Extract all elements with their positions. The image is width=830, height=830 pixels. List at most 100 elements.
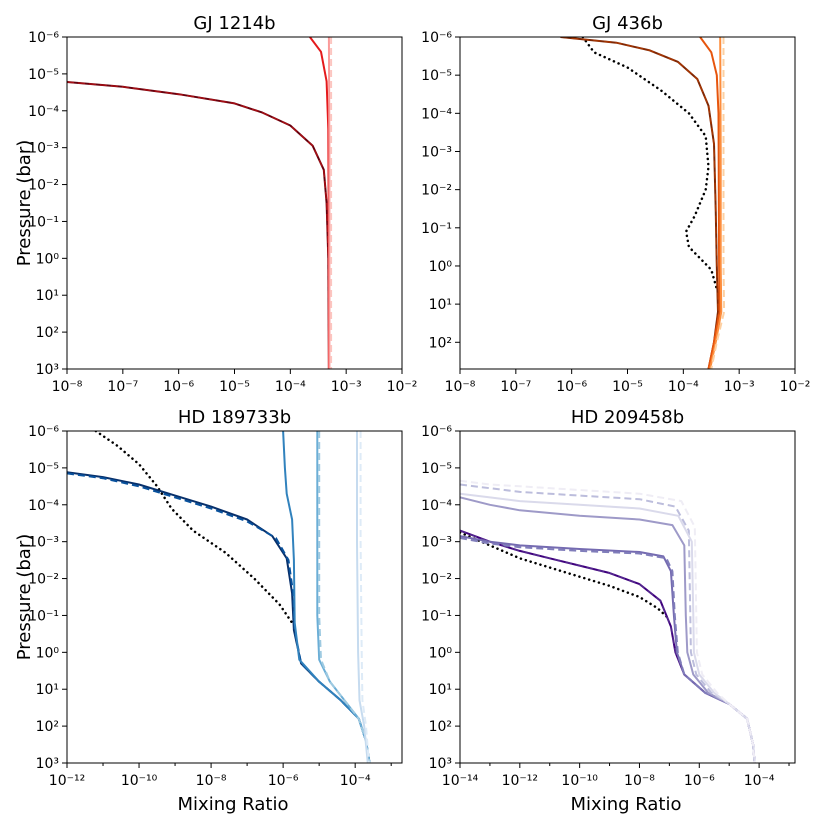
x-tick-label: 10⁻¹⁰	[561, 773, 598, 789]
y-tick-label: 10⁻³	[28, 141, 59, 157]
x-tick-label: 10⁻⁵	[219, 379, 250, 395]
y-tick-label: 10¹	[429, 682, 452, 698]
y-tick-label: 10⁻²	[28, 178, 59, 194]
y-tick-label: 10¹	[36, 682, 59, 698]
x-tick-label: 10⁻⁴	[340, 773, 371, 789]
series-group	[67, 37, 333, 369]
x-tick-label: 10⁻⁸	[624, 773, 655, 789]
y-tick-label: 10⁰	[429, 259, 453, 275]
y-tick-label: 10⁻¹	[28, 608, 59, 624]
y-tick-label: 10²	[36, 719, 59, 735]
x-tick-label: 10⁻⁷	[107, 379, 138, 395]
x-tick-label: 10⁻⁸	[52, 379, 83, 395]
series-line-7	[460, 483, 756, 763]
series-line-1	[581, 37, 719, 291]
panel-title: HD 209458b	[571, 407, 684, 428]
y-tick-label: 10⁻²	[421, 183, 452, 199]
y-tick-label: 10⁻¹	[28, 214, 59, 230]
axes-frame	[459, 430, 796, 764]
series-line-4	[699, 37, 721, 369]
x-tick-label: 10⁻⁴	[275, 379, 306, 395]
x-axis-label-left: Mixing Ratio	[178, 794, 289, 815]
series-line-4	[327, 37, 331, 369]
series-group	[67, 431, 371, 763]
y-tick-label: 10⁻⁴	[28, 498, 59, 514]
panel-title: HD 189733b	[178, 407, 291, 428]
y-tick-label: 10²	[429, 335, 452, 351]
y-tick-label: 10⁻⁶	[421, 424, 452, 440]
x-tick-label: 10⁻⁵	[612, 379, 643, 395]
y-tick-label: 10⁰	[36, 251, 60, 267]
x-tick-label: 10⁻¹²	[49, 773, 85, 789]
y-tick-label: 10⁰	[429, 645, 453, 661]
panel-hd-209458b: 10⁻¹⁴ 10⁻¹² 10⁻¹⁰ 10⁻⁸ 10⁻⁶ 10⁻⁴ 10⁻⁶ 10⁻⁵ 10⁻⁴ 1…	[421, 407, 796, 789]
series-group	[460, 479, 756, 763]
x-tick-label: 10⁻²	[387, 379, 418, 395]
y-tick-label: 10⁻⁵	[421, 461, 452, 477]
series-line-3	[460, 529, 756, 763]
series-line-2	[67, 81, 330, 369]
y-tick-label: 10²	[429, 719, 452, 735]
axes-frame	[459, 36, 796, 370]
y-tick-label: 10⁻⁵	[28, 67, 59, 83]
series-line-8	[460, 492, 756, 763]
x-tick-label: 10⁻³	[724, 379, 755, 395]
panel-gj-436b: 10⁻⁸ 10⁻⁷ 10⁻⁶ 10⁻⁵ 10⁻⁴ 10⁻³ 10⁻² 10⁻⁶ 10⁻⁵ 10⁻⁴…	[421, 13, 810, 395]
axes-frame	[66, 430, 403, 764]
y-tick-label: 10⁰	[36, 645, 60, 661]
x-tick-label: 10⁻⁶	[684, 773, 715, 789]
series-line-4	[460, 535, 756, 763]
y-axis-label-bottom: Pressure (bar)	[14, 534, 35, 660]
y-tick-label: 10¹	[429, 297, 452, 313]
y-tick-label: 10³	[36, 756, 59, 772]
series-line-6	[318, 431, 371, 763]
x-tick-label: 10⁻¹⁴	[442, 773, 479, 789]
y-tick-label: 10⁻⁴	[421, 106, 452, 122]
y-tick-label: 10⁻¹	[421, 221, 452, 237]
x-tick-label: 10⁻⁶	[556, 379, 587, 395]
y-tick-label: 10⁻³	[421, 535, 452, 551]
y-tick-label: 10⁻⁶	[421, 30, 452, 46]
y-tick-label: 10⁻³	[28, 535, 59, 551]
series-line-9	[460, 479, 756, 763]
y-axis-label-top: Pressure (bar)	[14, 140, 35, 266]
series-line-2	[67, 471, 371, 763]
series-line-7	[356, 431, 369, 763]
series-line-6	[710, 37, 726, 369]
series-line-1	[460, 531, 671, 621]
series-line-3	[560, 37, 719, 369]
series-line-1	[67, 81, 330, 369]
x-tick-label: 10⁻⁷	[500, 379, 531, 395]
series-line-6	[460, 496, 756, 763]
panel-hd-189733b: 10⁻¹² 10⁻¹⁰ 10⁻⁸ 10⁻⁶ 10⁻⁴ 10⁻⁶ 10⁻⁵ 10⁻⁴ 10⁻³ 10…	[28, 407, 403, 789]
y-tick-label: 10²	[36, 325, 59, 341]
series-line-2	[460, 529, 756, 763]
y-tick-label: 10³	[429, 756, 452, 772]
series-line-5	[709, 37, 723, 369]
y-tick-label: 10⁻⁴	[421, 498, 452, 514]
panel-title: GJ 1214b	[193, 13, 275, 34]
y-tick-label: 10⁻⁶	[28, 30, 59, 46]
x-tick-label: 10⁻⁶	[268, 773, 299, 789]
x-axis-label-right: Mixing Ratio	[571, 794, 682, 815]
y-tick-label: 10⁻⁵	[28, 461, 59, 477]
series-line-8	[359, 431, 370, 763]
y-tick-label: 10³	[36, 362, 59, 378]
x-tick-label: 10⁻⁶	[163, 379, 194, 395]
y-tick-label: 10⁻¹	[421, 608, 452, 624]
series-line-2	[560, 37, 719, 369]
x-tick-label: 10⁻⁸	[445, 379, 476, 395]
y-tick-label: 10¹	[36, 288, 59, 304]
x-tick-label: 10⁻³	[331, 379, 362, 395]
series-group	[560, 37, 726, 369]
series-line-3	[67, 472, 371, 763]
x-tick-label: 10⁻⁴	[744, 773, 775, 789]
y-tick-label: 10⁻⁴	[28, 104, 59, 120]
x-tick-label: 10⁻⁸	[196, 773, 227, 789]
x-tick-label: 10⁻²	[780, 379, 811, 395]
y-tick-label: 10⁻⁶	[28, 424, 59, 440]
x-tick-label: 10⁻⁴	[668, 379, 699, 395]
panel-gj-1214b: 10⁻⁸ 10⁻⁷ 10⁻⁶ 10⁻⁵ 10⁻⁴ 10⁻³ 10⁻² 10⁻⁶ 10⁻⁵ 10⁻⁴…	[28, 13, 417, 395]
series-line-1	[94, 431, 294, 625]
